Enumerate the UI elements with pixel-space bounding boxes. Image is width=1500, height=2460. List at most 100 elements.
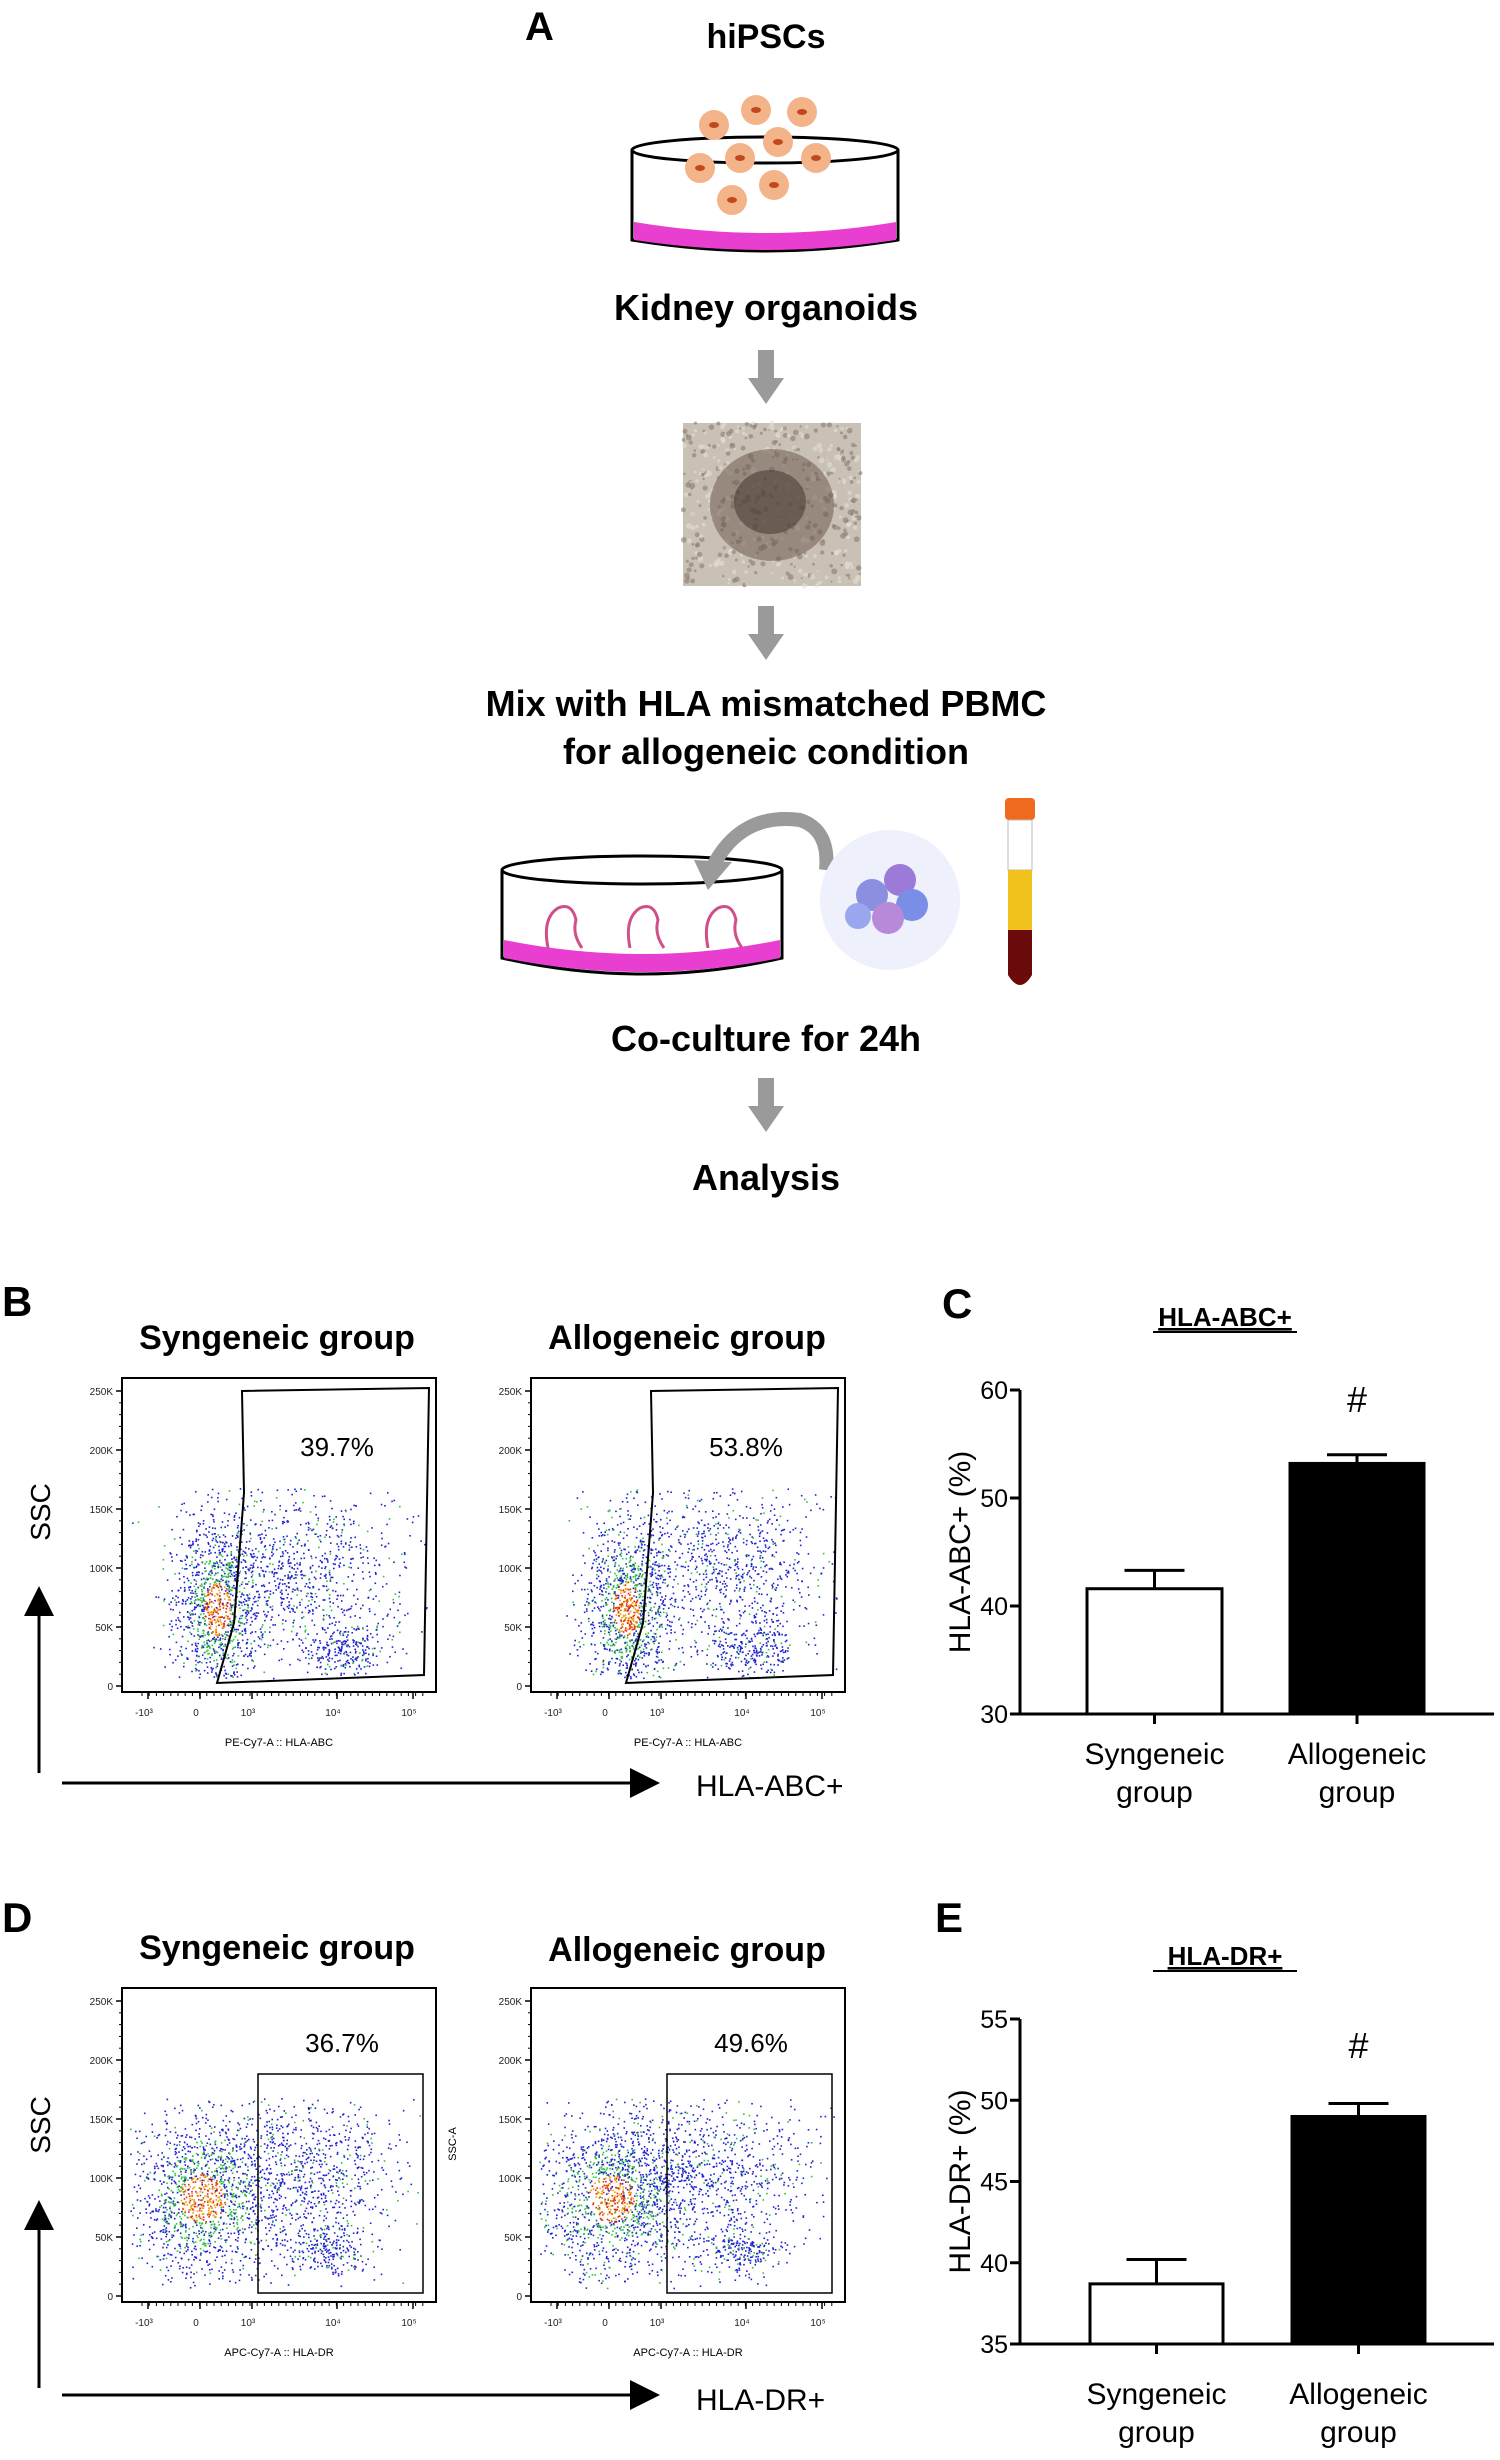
y-tick-label: 250K (90, 1387, 114, 1398)
y-tick-label: 50 (980, 1485, 1008, 1513)
scatter-events (132, 1488, 428, 1680)
bar-chart-hla-dr: E HLA-DR+ 35 40 45 50 55 HLA-DR+ (%) Syngeneic gr… (935, 1894, 1494, 2449)
category-label: Syngeneic (1084, 1738, 1224, 1771)
x-axis-label: HLA-DR+ (696, 2384, 825, 2417)
scatter-events (566, 1488, 838, 1680)
x-tick-label: 10⁵ (401, 1708, 416, 1719)
x-tick-label: 0 (193, 2318, 199, 2329)
x-axis-parameter: APC-Cy7-A :: HLA-DR (224, 2347, 333, 2359)
y-tick-label: 50 (980, 2087, 1008, 2115)
step-mix-line2: for allogeneic condition (563, 731, 969, 772)
x-tick-label: 10⁵ (810, 2318, 825, 2329)
plot-title: Syngeneic group (139, 1929, 415, 1967)
y-tick-label: 250K (499, 1387, 523, 1398)
x-tick-label: 10⁴ (734, 2318, 749, 2329)
y-tick-label: 200K (499, 1446, 523, 1457)
y-tick-label: 40 (980, 2250, 1008, 2278)
flow-plot-syngeneic-hla-abc: 0 50K 100K 150K 200K 250K -10³ 0 10³ 10⁴ 10⁵ PE-Cy7… (90, 1377, 437, 1749)
y-tick-label: 50K (504, 1623, 522, 1634)
y-axis-label: HLA-DR+ (%) (944, 2089, 977, 2273)
plot-title: Syngeneic group (139, 1319, 415, 1357)
category-label: group (1320, 2416, 1397, 2449)
down-arrow-icon (748, 350, 784, 404)
down-arrow-icon (748, 1078, 784, 1132)
x-tick-label: 10⁴ (734, 1708, 749, 1719)
category-label: Allogeneic (1289, 2378, 1427, 2411)
stem-cells-icon (685, 95, 831, 215)
x-tick-label: 10³ (650, 2318, 665, 2329)
y-tick-label: 60 (980, 1377, 1008, 1405)
y-tick-label: 45 (980, 2169, 1008, 2197)
plot-frame (121, 1377, 437, 1693)
y-tick-label: 0 (107, 1682, 113, 1693)
gate-percentage: 53.8% (709, 1432, 783, 1462)
x-tick-label: -10³ (135, 1708, 153, 1719)
y-tick-label: 0 (516, 2292, 522, 2303)
x-tick-label: -10³ (544, 2318, 562, 2329)
bar-allogeneic (1288, 1461, 1426, 1716)
panel-b-label: B (2, 1278, 32, 1325)
significance-marker: # (1348, 2025, 1368, 2066)
y-tick-label: 100K (499, 1564, 523, 1575)
curved-arrow-icon (694, 812, 834, 890)
chart-title: HLA-ABC+ (1158, 1302, 1292, 1332)
plot-frame (121, 1987, 437, 2303)
y-tick-label: 150K (499, 1505, 523, 1516)
step-coculture: Co-culture for 24h (611, 1018, 921, 1059)
gate[interactable] (624, 1386, 840, 1685)
bar-syngeneic (1088, 2282, 1225, 2346)
y-tick-label: 30 (980, 1701, 1008, 1729)
y-axis-label: SSC (25, 2096, 56, 2154)
bar-syngeneic (1085, 1587, 1224, 1716)
flow-plot-allogeneic-hla-abc: 0 50K 100K 150K 200K 250K -10³ 0 10³ 10⁴ 10⁵ PE-Cy7… (499, 1377, 846, 1749)
y-axis-label: HLA-ABC+ (%) (944, 1451, 977, 1654)
x-axis-label: HLA-ABC+ (696, 1770, 844, 1803)
plot-title: Allogeneic group (548, 1931, 826, 1969)
x-tick-label: 10³ (650, 1708, 665, 1719)
x-tick-label: 0 (602, 1708, 608, 1719)
x-tick-label: 10⁵ (401, 2318, 416, 2329)
x-axis-parameter: PE-Cy7-A :: HLA-ABC (634, 1737, 742, 1749)
blood-tube-icon (1005, 798, 1035, 985)
gate[interactable] (257, 2073, 424, 2294)
y-tick-label: 200K (499, 2056, 523, 2067)
y-tick-label: 50K (95, 2233, 113, 2244)
significance-marker: # (1347, 1379, 1367, 1420)
plot-frame (530, 1987, 846, 2303)
plot-frame (530, 1377, 846, 1693)
gate-percentage: 49.6% (714, 2028, 788, 2058)
panel-label: C (942, 1280, 972, 1327)
category-label: group (1319, 1776, 1396, 1809)
flow-plot-syngeneic-hla-dr: 0 50K 100K 150K 200K 250K -10³ 0 10³ 10⁴ 10⁵ APC-Cy… (90, 1987, 437, 2359)
x-tick-label: 0 (193, 1708, 199, 1719)
panel-label: E (935, 1894, 963, 1941)
plot-title: Allogeneic group (548, 1319, 826, 1357)
x-tick-label: 10⁴ (325, 2318, 340, 2329)
category-label: group (1118, 2416, 1195, 2449)
y-tick-label: 150K (90, 2115, 114, 2126)
y-tick-label: 50K (504, 2233, 522, 2244)
y-tick-label: 200K (90, 2056, 114, 2067)
y-axis-label: SSC (25, 1483, 56, 1541)
y-tick-label: 100K (90, 2174, 114, 2185)
panel-d: D Syngeneic group Allogeneic group 0 50K 1… (2, 1894, 846, 2417)
flow-plot-allogeneic-hla-dr: 0 50K 100K 150K 200K 250K -10³ 0 10³ 10⁴ 10⁵ APC-Cy… (499, 1987, 846, 2359)
gate-percentage: 36.7% (305, 2028, 379, 2058)
x-tick-label: 10³ (241, 1708, 256, 1719)
y-tick-label: 100K (499, 2174, 523, 2185)
gate[interactable] (215, 1386, 431, 1685)
panel-a: A hiPSCs Kidney organoids Mix with HLA m… (486, 5, 1047, 1198)
gate[interactable] (666, 2073, 833, 2294)
gate-percentage: 39.7% (300, 1432, 374, 1462)
x-tick-label: 0 (602, 2318, 608, 2329)
x-axis-parameter: APC-Cy7-A :: HLA-DR (633, 2347, 742, 2359)
panel-a-label: A (525, 5, 554, 49)
y-tick-label: 200K (90, 1446, 114, 1457)
x-tick-label: 10³ (241, 2318, 256, 2329)
category-label: group (1116, 1776, 1193, 1809)
ssc-a-side-label: SSC-A (447, 2127, 459, 2161)
y-tick-label: 150K (90, 1505, 114, 1516)
y-tick-label: 35 (980, 2331, 1008, 2359)
y-tick-label: 250K (90, 1997, 114, 2008)
coculture-dish-icon (500, 854, 784, 976)
